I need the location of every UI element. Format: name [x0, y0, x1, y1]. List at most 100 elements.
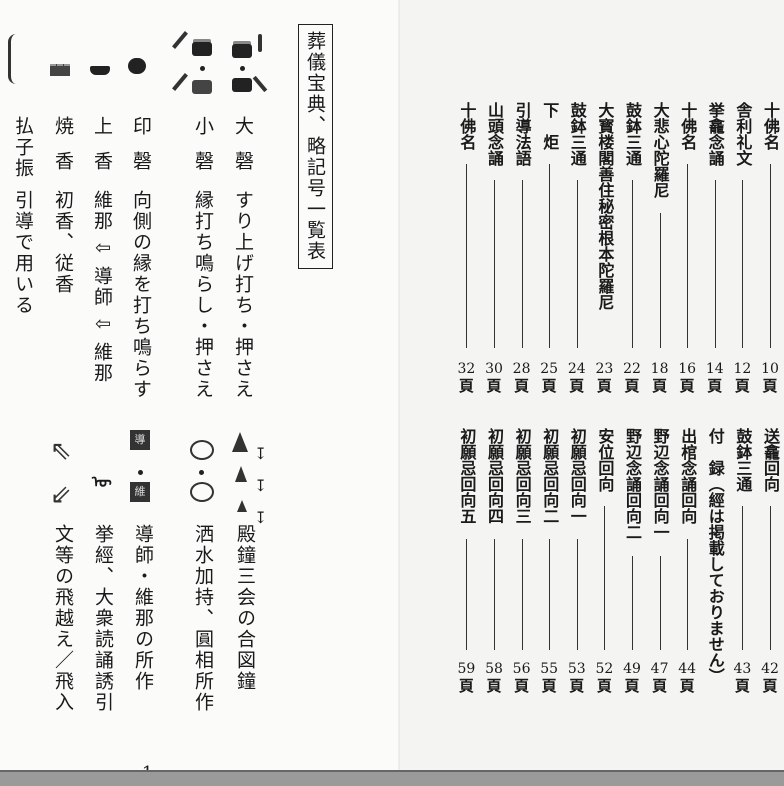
toc-page-number: 52	[595, 661, 614, 677]
toc-page-unit: 頁	[734, 677, 750, 695]
toc-leader-line	[687, 163, 689, 348]
toc-leader-line	[742, 180, 744, 348]
symbol-label: 上香	[91, 116, 113, 186]
toc-page-number: 14	[705, 361, 724, 377]
toc-leader-line	[494, 180, 495, 348]
toc-page-number: 16	[678, 361, 697, 377]
toc-page-unit: 頁	[707, 377, 723, 395]
toc-leader-line	[576, 180, 578, 348]
toc-page-unit: 頁	[624, 677, 640, 695]
toc-entry-title: 安位回向	[595, 428, 615, 492]
toc-page-number: 30	[485, 361, 503, 377]
toc-leader-line	[770, 163, 771, 348]
toc-leader-line	[632, 555, 633, 650]
symbol-label: 焼香	[52, 116, 74, 186]
toc-entry-title: 引導法語	[512, 102, 532, 166]
toc-page-unit: 頁	[762, 677, 778, 695]
toc-page-unit: 頁	[569, 677, 585, 695]
toc-leader-line	[659, 213, 661, 348]
toc-leader-line	[549, 163, 551, 348]
toc-page-number: 23	[595, 361, 614, 377]
toc-entry-title: 初願忌回向五	[457, 428, 477, 524]
toc-leader-line	[466, 539, 468, 650]
toc-page-number: 47	[650, 661, 669, 677]
toc-entry-title: 舎利礼文	[733, 102, 753, 166]
toc-page-number: 49	[623, 661, 641, 677]
toc-entry-title: 初願忌回向一	[567, 428, 587, 524]
symbol-label: 払子振	[12, 116, 34, 179]
symbol-description: 挙經、大衆読誦誘引	[92, 524, 114, 713]
toc-page-unit: 頁	[514, 377, 530, 395]
toc-entry-title: 付 録（經は掲載しておりません）	[705, 428, 725, 684]
toc-page-unit: 頁	[679, 677, 695, 695]
toc-entry-title: 鼓鉢三通	[567, 102, 587, 166]
toc-leader-line	[521, 180, 523, 348]
toc-page-unit: 頁	[734, 377, 750, 395]
inkei-icon	[128, 58, 146, 74]
toc-page-unit: 頁	[596, 377, 612, 395]
toc-page-unit: 頁	[624, 377, 640, 395]
symbol-description: 文等の飛越え／飛入	[52, 524, 74, 713]
toc-entry-title: 下 炬	[540, 102, 560, 150]
toc-page-unit: 頁	[514, 677, 530, 695]
scan-edge	[0, 770, 784, 786]
symbol-description: 向側の縁を打ち鳴らす	[130, 190, 152, 400]
toc-page-number: 24	[567, 361, 586, 377]
toc-page-number: 42	[761, 661, 779, 677]
toc-page-unit: 頁	[458, 677, 474, 695]
toc-page-number: 55	[540, 661, 559, 677]
toc-page-number: 58	[485, 661, 503, 677]
toc-leader-line	[632, 180, 633, 348]
incense-burner-icon	[90, 66, 110, 75]
toc-page-number: 44	[678, 661, 697, 677]
toc-entry-title: 十佛名	[678, 102, 698, 150]
toc-page-unit: 頁	[679, 377, 695, 395]
toc-entry-title: 初願忌回向三	[512, 428, 532, 524]
toc-page-unit: 頁	[762, 377, 778, 395]
symbol-description: 導師・維那の所作	[132, 524, 154, 692]
toc-entry-title: 初願忌回向二	[540, 428, 560, 524]
left-page: 葬儀宝典、略記号一覧表 大磬 すり上げ打ち・押さえ 小磬 縁打ち鳴らし・押さえ …	[8, 24, 333, 784]
toc-leader-line	[659, 555, 661, 650]
symbol-description: 殿鐘三会の合図鐘	[234, 524, 256, 692]
symbol-description: すり上げ打ち・押さえ	[232, 190, 254, 400]
toc-page-number: 10	[761, 361, 779, 377]
toc-page-number: 59	[457, 661, 476, 677]
toc-page-number: 43	[733, 661, 752, 677]
toc-page-unit: 頁	[652, 377, 668, 395]
toc-leader-line	[742, 506, 744, 650]
toc-leader-line	[494, 539, 495, 650]
toc-page-number: 53	[567, 661, 586, 677]
symbol-label: 小磬	[192, 116, 214, 186]
toc-leader-line	[714, 180, 716, 348]
symbol-label: 印磬	[130, 116, 152, 186]
toc-entry-title: 挙龕念誦	[705, 102, 725, 166]
toc-entry-title: 送龕回向	[761, 428, 780, 492]
toc-entry-title: 野辺念誦回向一	[650, 428, 670, 540]
toc-page-number: 22	[623, 361, 641, 377]
toc-entry-title: 鼓鉢三通	[733, 428, 753, 492]
toc-leader-line	[549, 539, 551, 650]
symbol-description: 洒水加持、圓相所作	[192, 524, 214, 713]
toc-page-unit: 頁	[486, 677, 502, 695]
toc-entry-title: 出棺念誦回向	[678, 428, 698, 524]
toc-page-unit: 頁	[569, 377, 585, 395]
symbol-description: 引導で用いる	[12, 190, 34, 316]
toc-page-unit: 頁	[541, 677, 557, 695]
right-page: 十佛名 10 頁舎利礼文 12 頁挙龕念誦 14 頁十佛名 16 頁大悲心陀羅尼 18 頁鼓鉢三通 2…	[400, 0, 784, 772]
toc-entry-title: 大寳楼閣善住秘密根本陀羅尼	[595, 102, 615, 310]
toc-page-number: 25	[540, 361, 559, 377]
toc-page-unit: 頁	[541, 377, 557, 395]
symbol-label: 大磬	[232, 116, 254, 186]
toc-leader-line	[576, 539, 578, 650]
toc-leader-line	[521, 539, 523, 650]
hossu-icon	[8, 34, 25, 84]
toc-page-unit: 頁	[596, 677, 612, 695]
symbol-description: 維那 ⇩ 導師 ⇩ 維那	[91, 190, 113, 384]
doshi-badge: 導	[130, 430, 150, 450]
toc-page-number: 32	[457, 361, 476, 377]
toc-page-number: 18	[650, 361, 669, 377]
toc-leader-line	[687, 539, 689, 650]
toc-entry-title: 十佛名	[761, 102, 780, 150]
toc-page-unit: 頁	[458, 377, 474, 395]
